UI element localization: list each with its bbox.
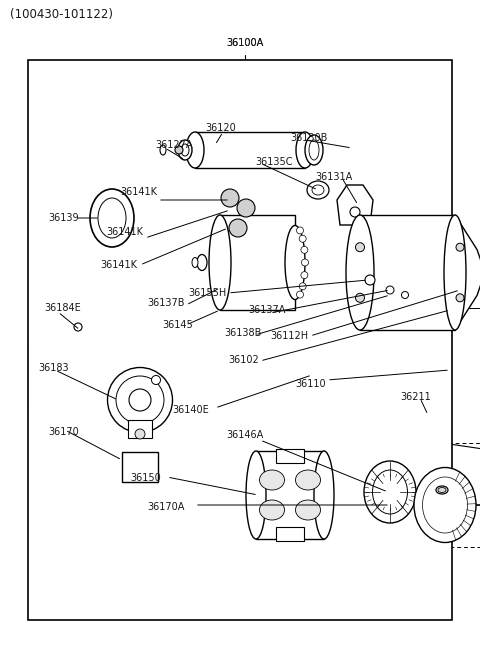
Text: 36146A: 36146A: [226, 430, 263, 440]
Ellipse shape: [237, 199, 255, 217]
Bar: [122, 452, 158, 482]
Ellipse shape: [414, 468, 476, 543]
Ellipse shape: [186, 132, 204, 168]
Text: 36100A: 36100A: [227, 38, 264, 48]
Text: (100430-101122): (100430-101122): [10, 8, 113, 21]
Ellipse shape: [178, 140, 192, 160]
Polygon shape: [337, 185, 373, 225]
Ellipse shape: [135, 429, 145, 439]
Ellipse shape: [314, 451, 334, 539]
Ellipse shape: [116, 376, 164, 424]
Ellipse shape: [108, 367, 172, 432]
Text: 36141K: 36141K: [100, 260, 137, 270]
Bar: [256, 451, 324, 539]
Ellipse shape: [296, 132, 314, 168]
Ellipse shape: [98, 198, 126, 238]
Ellipse shape: [356, 293, 364, 302]
Ellipse shape: [160, 145, 166, 155]
Bar: [128, 420, 152, 438]
Text: 36102: 36102: [228, 355, 259, 365]
Bar: [360, 215, 455, 330]
Ellipse shape: [401, 291, 408, 298]
Ellipse shape: [246, 451, 266, 539]
Bar: [28, 60, 452, 620]
Bar: [220, 215, 295, 310]
Bar: [276, 449, 304, 463]
Ellipse shape: [307, 181, 329, 199]
Text: 36145: 36145: [162, 320, 193, 330]
Ellipse shape: [365, 275, 375, 285]
Text: 36127A: 36127A: [155, 140, 192, 150]
Bar: [276, 527, 304, 541]
Text: 36141K: 36141K: [120, 187, 157, 197]
Ellipse shape: [297, 227, 303, 234]
Ellipse shape: [386, 286, 394, 294]
Ellipse shape: [356, 243, 364, 252]
Polygon shape: [455, 215, 480, 330]
Ellipse shape: [346, 215, 374, 330]
Text: 36141K: 36141K: [106, 227, 143, 237]
Ellipse shape: [444, 215, 466, 330]
Ellipse shape: [309, 140, 319, 160]
Text: 36110: 36110: [295, 379, 325, 389]
Ellipse shape: [221, 189, 239, 207]
Text: 36139: 36139: [48, 213, 79, 223]
Ellipse shape: [438, 487, 446, 493]
Text: 36183: 36183: [38, 363, 69, 373]
Text: 36130B: 36130B: [290, 133, 327, 143]
Text: 36120: 36120: [205, 123, 236, 133]
Text: 36150: 36150: [130, 473, 161, 483]
Bar: [195, 132, 305, 168]
Ellipse shape: [90, 189, 134, 247]
Text: 36155H: 36155H: [188, 288, 226, 298]
Ellipse shape: [296, 470, 321, 490]
Ellipse shape: [192, 258, 198, 268]
Ellipse shape: [197, 255, 207, 270]
Text: 36135C: 36135C: [255, 157, 292, 167]
Text: 36100A: 36100A: [227, 38, 264, 48]
Text: 36131A: 36131A: [315, 172, 352, 182]
Ellipse shape: [296, 500, 321, 520]
Text: 36138B: 36138B: [224, 328, 262, 338]
Ellipse shape: [260, 500, 285, 520]
Text: 36211: 36211: [400, 392, 431, 402]
Text: 36170: 36170: [48, 427, 79, 437]
Ellipse shape: [372, 470, 408, 514]
Ellipse shape: [301, 272, 308, 279]
Ellipse shape: [285, 226, 305, 300]
Ellipse shape: [422, 477, 468, 533]
Ellipse shape: [209, 215, 231, 310]
Text: 36140E: 36140E: [172, 405, 209, 415]
Ellipse shape: [229, 219, 247, 237]
Ellipse shape: [74, 323, 82, 331]
Ellipse shape: [175, 146, 183, 154]
Ellipse shape: [297, 291, 303, 298]
Ellipse shape: [152, 375, 160, 384]
Ellipse shape: [364, 461, 416, 523]
Ellipse shape: [301, 259, 309, 266]
Ellipse shape: [456, 294, 464, 302]
Text: 36137A: 36137A: [248, 305, 286, 315]
Ellipse shape: [260, 470, 285, 490]
Ellipse shape: [301, 247, 308, 253]
Text: 36137B: 36137B: [147, 298, 184, 308]
Ellipse shape: [129, 389, 151, 411]
Ellipse shape: [312, 185, 324, 195]
Text: 36170A: 36170A: [147, 502, 184, 512]
Text: 36112H: 36112H: [270, 331, 308, 341]
Ellipse shape: [436, 486, 448, 494]
Ellipse shape: [181, 144, 189, 156]
Ellipse shape: [299, 236, 306, 242]
Ellipse shape: [305, 135, 323, 165]
Text: 36184E: 36184E: [44, 303, 81, 313]
Ellipse shape: [456, 243, 464, 251]
Ellipse shape: [299, 283, 306, 290]
Ellipse shape: [350, 207, 360, 217]
